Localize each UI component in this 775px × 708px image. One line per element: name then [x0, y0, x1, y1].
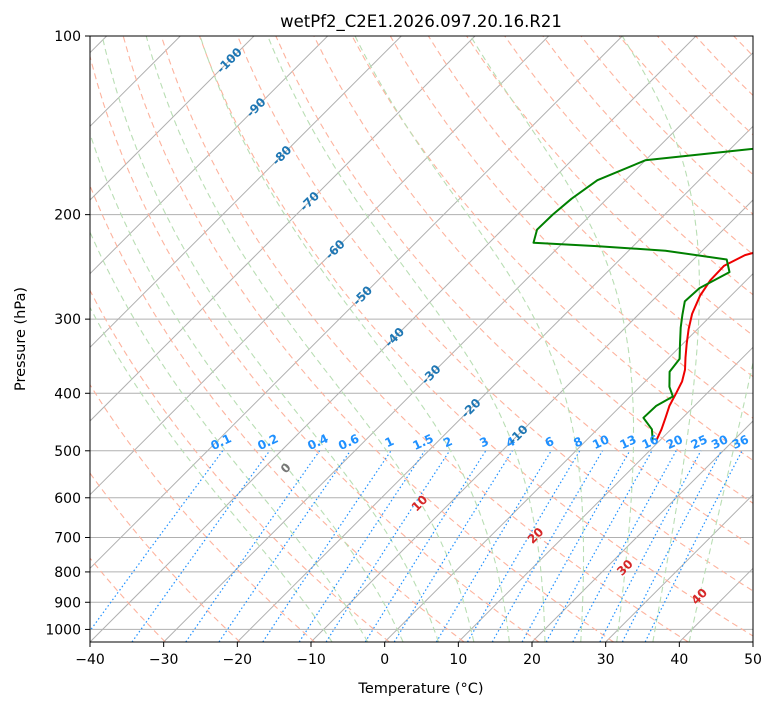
- dry-adiabat: [389, 36, 753, 419]
- mixing-ratio-label: 13: [618, 432, 639, 452]
- dry-adiabat: [198, 36, 753, 637]
- y-tick-label: 600: [54, 491, 81, 507]
- dry-adiabat: [160, 36, 689, 642]
- dry-adiabat: [466, 36, 753, 337]
- mixing-ratio-line: [90, 450, 224, 632]
- isotherm-50: [752, 641, 753, 642]
- x-tick-label: −40: [75, 652, 105, 668]
- moist-adiabat: [688, 360, 753, 642]
- y-axis-title: Pressure (hPa): [13, 287, 29, 391]
- dry-adiabat: [313, 36, 753, 504]
- y-tick-label: 200: [54, 208, 81, 224]
- mixing-ratio-label: 20: [664, 432, 685, 452]
- isotherm--60: [90, 36, 550, 496]
- y-tick-label: 400: [54, 386, 81, 402]
- isotherm--80: [90, 36, 402, 349]
- moist-adiabat: [90, 132, 404, 642]
- moist-adiabat: [90, 306, 333, 642]
- mixing-ratio-line: [599, 450, 702, 642]
- moist-adiabat: [470, 36, 635, 642]
- dry-adiabat: [90, 54, 540, 642]
- mixing-ratio-line: [218, 450, 351, 642]
- isotherm--30: [163, 51, 753, 642]
- mixing-ratio-label: 30: [709, 432, 730, 452]
- dry-adiabat: [90, 383, 316, 642]
- mixing-ratio-label: 16: [640, 432, 661, 452]
- moist-adiabat: [90, 230, 369, 642]
- x-tick-label: −20: [223, 652, 253, 668]
- dry-adiabat: [90, 289, 390, 642]
- dry-adiabat: [90, 472, 241, 642]
- moist-adiabat: [354, 36, 585, 642]
- x-tick-label: −10: [296, 652, 326, 668]
- mixing-ratio-label: 10: [590, 432, 611, 452]
- moist-adiabat: [199, 36, 510, 642]
- dry-adiabat: [237, 36, 753, 592]
- x-tick-label: 30: [597, 652, 615, 668]
- y-tick-label: 300: [54, 312, 81, 328]
- mixing-ratio-line: [364, 450, 487, 642]
- mixing-ratio-line: [545, 450, 653, 642]
- x-tick-label: 20: [523, 652, 541, 668]
- dry-adiabat: [351, 36, 753, 462]
- isotherm--90: [90, 36, 329, 275]
- x-tick-label: 0: [380, 652, 389, 668]
- y-tick-label: 700: [54, 531, 81, 547]
- background-lines: [90, 36, 753, 642]
- moist-adiabat: [621, 36, 700, 642]
- axes: −40 −30 −20 −10 0 10 20 30 40 50 1000 900 800 700 600 5…: [45, 29, 762, 668]
- dry-adiabat: [90, 184, 465, 642]
- dry-adiabat: [122, 36, 614, 642]
- mixing-ratio-line: [521, 450, 631, 642]
- isotherm-20: [531, 420, 753, 642]
- mixing-ratio-label: 25: [689, 432, 710, 452]
- isotherm--100: [90, 36, 255, 201]
- plot-background: [90, 36, 753, 642]
- plot-frame: [89, 35, 754, 643]
- mixing-ratio-line: [131, 450, 271, 642]
- dewpoint-line: [532, 147, 753, 441]
- isotherm--20: [236, 125, 753, 642]
- mixing-ratio-line: [572, 450, 677, 642]
- chart-title: wetPf2_C2E1.2026.097.20.16.R21: [280, 12, 562, 32]
- temperature-line: [655, 251, 753, 441]
- profile-lines: [532, 147, 753, 441]
- dry-adiabat: [275, 36, 753, 548]
- mixing-ratio-line: [185, 450, 321, 642]
- mixing-ratio-line: [644, 450, 743, 642]
- x-tick-label: 50: [744, 652, 762, 668]
- isotherm--40: [90, 36, 697, 642]
- x-tick-label: 40: [670, 652, 688, 668]
- x-tick-label: 10: [449, 652, 467, 668]
- moist-adiabat: [101, 36, 440, 642]
- isotherm--70: [90, 36, 476, 422]
- mixing-ratio-line: [262, 450, 392, 642]
- y-tick-label: 500: [54, 444, 81, 460]
- y-tick-label: 100: [54, 29, 81, 45]
- x-axis-title: Temperature (°C): [357, 681, 483, 697]
- x-tick-label: −30: [149, 652, 179, 668]
- dry-adiabat: [504, 36, 753, 296]
- y-tick-label: 800: [54, 565, 81, 581]
- y-tick-label: 900: [54, 595, 81, 611]
- moist-adiabat: [145, 36, 475, 642]
- isotherm-30: [605, 493, 753, 642]
- y-tick-label: 1000: [45, 622, 81, 638]
- mixing-ratio-line: [435, 450, 552, 642]
- mixing-ratio-line: [298, 450, 426, 642]
- isotherm--50: [90, 36, 623, 570]
- isotherm--10: [310, 199, 753, 642]
- mixing-ratio-line: [325, 450, 451, 642]
- mixing-ratio-label: 36: [730, 432, 751, 452]
- isotherm-10: [457, 346, 753, 642]
- moist-adiabat: [267, 36, 546, 642]
- dry-adiabat: [427, 36, 753, 378]
